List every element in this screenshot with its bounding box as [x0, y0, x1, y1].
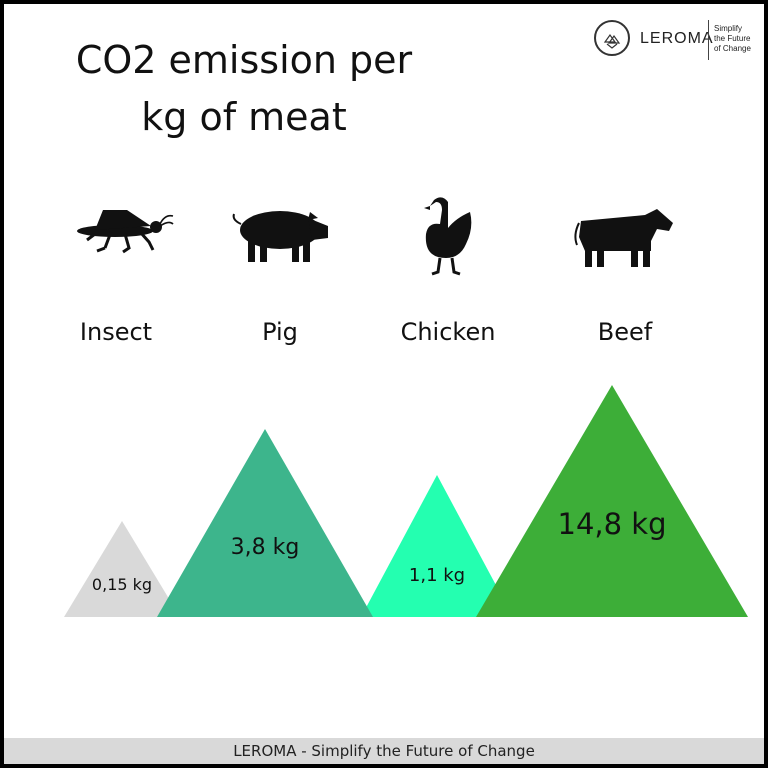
pig-icon — [232, 211, 328, 262]
category-label-pig: Pig — [262, 318, 298, 346]
title-line-1: CO2 emission per — [75, 38, 413, 82]
brand-logo: LEROMA Simplify the Future of Change — [594, 18, 764, 64]
triangle-mark-beef — [476, 385, 748, 617]
brand-name: LEROMA — [640, 30, 714, 47]
value-label-chicken: 1,1 kg — [409, 565, 465, 586]
grasshopper-icon — [77, 210, 174, 254]
tagline-line: of Change — [714, 44, 751, 53]
page-title: CO2 emission per kg of meat — [44, 32, 444, 146]
triangle-mark-chicken — [361, 475, 513, 617]
tagline-line: the Future — [714, 34, 751, 43]
value-label-pig: 3,8 kg — [231, 535, 300, 560]
emission-triangle-chart: 0,15 kg 3,8 kg 1,1 kg 14,8 kg — [64, 385, 748, 617]
category-label-beef: Beef — [597, 318, 653, 346]
cow-icon — [574, 209, 673, 267]
value-label-insect: 0,15 kg — [92, 575, 152, 594]
brand-tagline: Simplify the Future of Change — [714, 24, 764, 54]
value-label-beef: 14,8 kg — [558, 507, 667, 541]
logo-divider — [708, 20, 709, 60]
chicken-icon-circle — [390, 178, 502, 290]
beef-icon-circle — [565, 179, 677, 291]
triangle-mark-pig — [157, 429, 373, 617]
logo-leaves-icon — [603, 33, 621, 49]
logo-mark-icon — [594, 20, 630, 56]
insect-icon-circle — [65, 174, 177, 286]
category-label-insect: Insect — [79, 318, 153, 346]
pig-icon-circle — [224, 174, 336, 286]
tagline-line: Simplify — [714, 24, 743, 33]
triangle-mark-insect — [64, 521, 180, 617]
chicken-icon — [424, 197, 472, 276]
category-label-chicken: Chicken — [400, 318, 496, 346]
title-line-2: kg of meat — [141, 95, 347, 139]
footer-bar: LEROMA - Simplify the Future of Change — [4, 738, 764, 764]
